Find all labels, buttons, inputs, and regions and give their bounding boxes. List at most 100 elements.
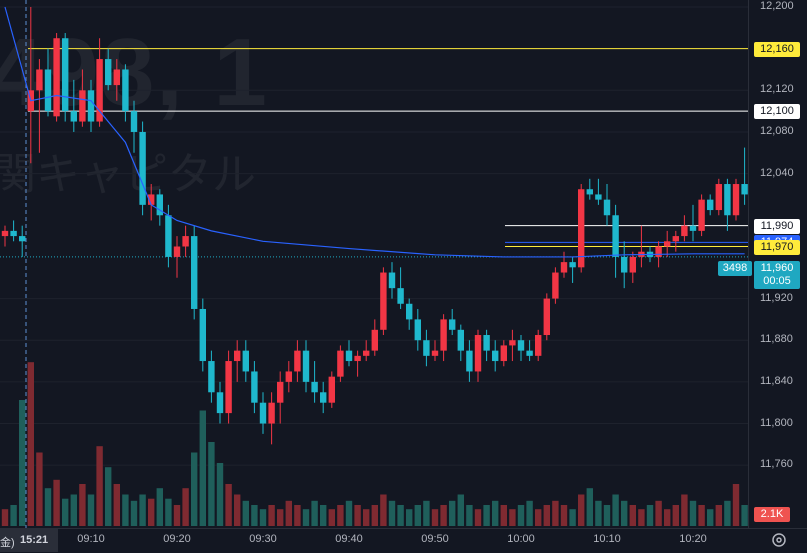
candle-body — [431, 350, 439, 356]
candle-body — [53, 38, 60, 117]
current-price-tag: 11,960 00:05 — [754, 261, 800, 289]
candle-body — [328, 376, 335, 403]
price-level-tag: 12,100 — [754, 104, 800, 120]
candle-body — [148, 194, 155, 205]
volume-bar — [457, 494, 464, 526]
date-tail: 金) — [0, 537, 15, 549]
volume-bar — [251, 505, 258, 526]
candle-body — [560, 262, 568, 273]
volume-bar — [621, 500, 628, 526]
volume-bar — [500, 505, 507, 526]
volume-bar — [242, 500, 249, 526]
volume-bar — [53, 479, 60, 526]
candle-body — [500, 345, 507, 362]
volume-bar — [388, 500, 396, 526]
candle-body — [87, 90, 95, 122]
volume-bar — [105, 467, 112, 526]
candle-body — [715, 184, 722, 211]
candle-body — [397, 288, 404, 304]
candle-body — [165, 215, 172, 257]
current-price-value: 11,960 — [760, 262, 794, 274]
volume-bar — [311, 500, 318, 526]
volume-bar — [148, 498, 155, 526]
price-level-tag: 12,160 — [754, 41, 800, 57]
volume-bar — [216, 463, 224, 526]
candle-body — [79, 90, 86, 122]
y-tick-label: 11,880 — [760, 333, 793, 346]
candle-body — [345, 350, 353, 362]
volume-bar — [492, 500, 499, 526]
candle-body — [569, 262, 576, 268]
y-tick-label: 12,040 — [760, 166, 794, 179]
y-tick-label: 12,120 — [760, 83, 794, 96]
volume-bar — [156, 488, 163, 526]
volume-bar — [629, 505, 636, 526]
volume-bar — [294, 505, 301, 526]
volume-bar — [191, 452, 198, 526]
volume-bar — [431, 509, 439, 526]
volume-bar — [646, 505, 654, 526]
candle-body — [732, 184, 740, 216]
candle-body — [552, 272, 559, 299]
x-tick-label: 10:00 — [507, 533, 535, 545]
volume-bar — [320, 505, 327, 526]
candle-body — [363, 350, 370, 356]
y-tick-label: 11,840 — [760, 374, 793, 387]
x-tick-label: 09:10 — [77, 533, 105, 545]
settings-gear-icon[interactable] — [770, 531, 788, 549]
candle-body — [19, 236, 26, 242]
volume-bar — [165, 498, 172, 526]
volume-bar — [698, 505, 705, 526]
volume-bar — [79, 484, 86, 526]
volume-bar — [208, 442, 215, 526]
candle-body — [543, 298, 550, 336]
volume-bar — [414, 505, 421, 526]
candle-body — [526, 350, 533, 356]
candle-body — [449, 319, 456, 330]
candle-body — [105, 59, 112, 86]
candle-body — [44, 69, 52, 112]
candle-body — [698, 199, 705, 231]
volume-bar — [1, 509, 9, 526]
vwap-line — [4, 6, 745, 258]
volume-bar — [70, 494, 77, 526]
candle-body — [199, 308, 206, 362]
candle-body — [242, 350, 249, 372]
y-tick-label: 11,800 — [760, 416, 793, 429]
candle-body — [130, 111, 138, 132]
candle-body — [122, 69, 129, 112]
volume-bar — [285, 500, 292, 526]
candle-body — [268, 402, 275, 424]
volume-bar — [526, 500, 533, 526]
candle-body — [664, 241, 671, 247]
time-scale[interactable] — [0, 528, 807, 553]
date-badge — [0, 529, 58, 552]
candle-body — [474, 335, 482, 372]
candle-body — [191, 236, 198, 309]
candle-body — [96, 59, 103, 122]
volume-bar — [225, 484, 232, 526]
volume-bar — [268, 505, 275, 526]
candle-body — [586, 189, 593, 195]
volume-bar — [638, 509, 645, 526]
candle-body — [337, 350, 344, 377]
volume-bar — [371, 505, 378, 526]
volume-bar — [44, 488, 52, 526]
candle-body — [406, 303, 413, 320]
candle-body — [672, 236, 679, 242]
volume-bar — [724, 500, 731, 526]
volume-bar — [535, 509, 542, 526]
candle-body — [517, 340, 525, 351]
volume-bar — [234, 494, 241, 526]
candle-body — [10, 230, 17, 237]
y-tick-label: 12,200 — [760, 0, 794, 12]
candle-body — [483, 335, 490, 351]
volume-bar — [474, 509, 482, 526]
volume-bar — [363, 509, 370, 526]
volume-bar — [552, 500, 559, 526]
candle-body — [509, 340, 516, 346]
candle-body — [535, 335, 542, 356]
volume-bar — [741, 505, 748, 526]
volume-bar — [569, 509, 576, 526]
